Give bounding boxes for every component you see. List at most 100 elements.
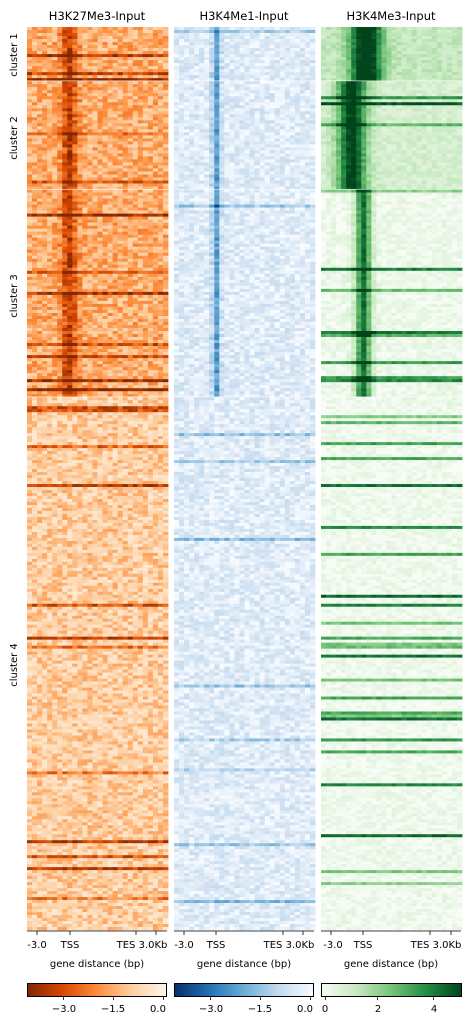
heatmap-cell	[132, 144, 139, 148]
heatmap-cell	[52, 513, 58, 518]
heatmap-cell	[32, 93, 38, 97]
heatmap-cell	[62, 186, 68, 190]
heatmap-cell	[57, 60, 63, 64]
heatmap-cell	[107, 445, 114, 449]
heatmap-cell	[127, 555, 134, 560]
heatmap-cell	[57, 108, 63, 112]
heatmap-cell	[92, 537, 98, 542]
heatmap-cell	[37, 382, 43, 386]
heatmap-cell	[72, 531, 78, 536]
heatmap-cell	[97, 150, 103, 154]
heatmap-cell	[77, 442, 83, 446]
heatmap-cell	[97, 180, 103, 184]
heatmap-cell	[82, 198, 88, 202]
heatmap-cell	[82, 231, 88, 235]
heatmap-cell	[47, 397, 53, 401]
heatmap-cell	[142, 318, 149, 323]
heatmap-cell	[142, 48, 149, 52]
heatmap-cell	[62, 243, 68, 248]
heatmap-cell	[122, 312, 129, 317]
heatmap-cell	[157, 334, 164, 338]
panel-title-h3k27me3: H3K27Me3-Input	[49, 9, 146, 23]
heatmap-cell	[142, 531, 149, 536]
heatmap-cell	[107, 430, 114, 434]
heatmap-cell	[42, 379, 48, 383]
heatmap-cell	[37, 355, 43, 359]
heatmap-cell	[32, 499, 38, 503]
heatmap-cell	[127, 123, 134, 127]
heatmap-cell	[132, 382, 139, 386]
heatmap-cell	[72, 177, 78, 181]
heatmap-cell	[112, 349, 119, 353]
heatmap-cell	[42, 255, 48, 260]
heatmap-cell	[127, 189, 134, 193]
heatmap-cell	[62, 466, 68, 470]
heatmap-cell	[37, 400, 43, 404]
heatmap-cell	[147, 418, 154, 422]
heatmap-cell	[162, 315, 169, 320]
heatmap-cell	[122, 291, 129, 296]
heatmap-cell	[137, 501, 144, 506]
heatmap-cell	[47, 382, 53, 386]
heatmap-cell	[137, 400, 144, 404]
heatmap-cell	[112, 270, 119, 275]
heatmap-cell	[37, 246, 43, 251]
heatmap-cell	[42, 252, 48, 257]
heatmap-cell	[27, 519, 33, 524]
heatmap-cell	[57, 478, 63, 482]
heatmap-cell	[147, 436, 154, 440]
heatmap-cell	[137, 84, 144, 88]
heatmap-cell	[117, 39, 124, 43]
heatmap-cell	[57, 234, 63, 238]
heatmap-cell	[102, 132, 108, 136]
heatmap-cell	[97, 168, 103, 172]
heatmap-cell	[157, 75, 164, 79]
heatmap-cell	[37, 430, 43, 434]
heatmap-cell	[57, 195, 63, 199]
heatmap-cell	[67, 442, 73, 446]
heatmap-cell	[82, 481, 88, 485]
heatmap-cell	[127, 138, 134, 142]
heatmap-cell	[112, 358, 119, 362]
heatmap-cell	[132, 421, 139, 425]
heatmap-cell	[107, 442, 114, 446]
heatmap-cell	[82, 406, 88, 410]
heatmap-cell	[27, 42, 33, 46]
heatmap-cell	[162, 117, 169, 121]
heatmap-cell	[142, 237, 149, 242]
heatmap-cell	[162, 358, 169, 362]
heatmap-cell	[107, 27, 114, 31]
heatmap-cell	[117, 445, 124, 449]
heatmap-cell	[122, 534, 129, 539]
heatmap-cell	[42, 165, 48, 169]
heatmap-cell	[157, 481, 164, 485]
heatmap-cell	[147, 102, 154, 106]
heatmap-cell	[152, 33, 159, 37]
heatmap-cell	[142, 361, 149, 365]
heatmap-cell	[27, 412, 33, 416]
heatmap-cell	[152, 276, 159, 281]
heatmap-cell	[77, 558, 83, 563]
heatmap-cell	[117, 114, 124, 118]
heatmap-cell	[127, 481, 134, 485]
heatmap-cell	[67, 370, 73, 374]
heatmap-cell	[52, 138, 58, 142]
heatmap-cell	[82, 303, 88, 308]
heatmap-cell	[117, 367, 124, 371]
heatmap-cell	[92, 340, 98, 344]
heatmap-cell	[122, 168, 129, 172]
heatmap-cell	[72, 201, 78, 205]
heatmap-cell	[102, 150, 108, 154]
heatmap-cell	[77, 39, 83, 43]
heatmap-cell	[112, 231, 119, 235]
heatmap-cell	[117, 225, 124, 229]
heatmap-cell	[62, 102, 68, 106]
heatmap-cell	[122, 39, 129, 43]
heatmap-cell	[52, 90, 58, 94]
heatmap-cell	[87, 412, 93, 416]
heatmap-cell	[37, 210, 43, 214]
heatmap-cell	[132, 30, 139, 34]
heatmap-cell	[42, 210, 48, 214]
heatmap-cell	[42, 315, 48, 320]
heatmap-cell	[127, 501, 134, 506]
